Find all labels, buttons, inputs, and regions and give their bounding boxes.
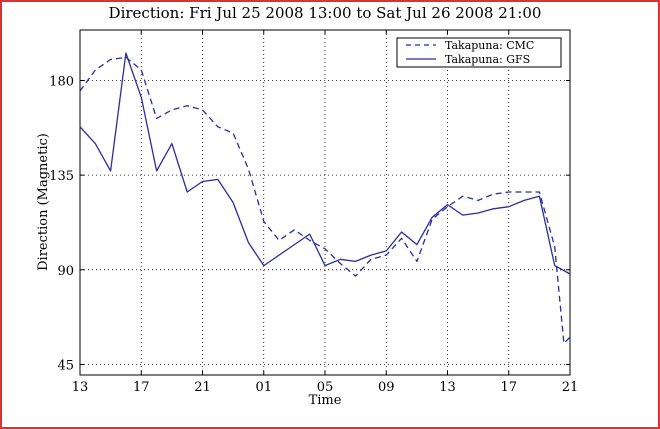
x-tick-label: 17 [133, 380, 150, 395]
y-tick-label: 90 [57, 264, 74, 279]
x-tick-label: 17 [500, 380, 517, 395]
legend: Takapuna: CMC Takapuna: GFS [396, 37, 562, 68]
legend-label-gfs: Takapuna: GFS [445, 53, 530, 66]
x-tick-label: 09 [378, 380, 395, 395]
y-tick-label: 45 [57, 358, 74, 373]
x-tick-label: 21 [194, 380, 211, 395]
chart-title: Direction: Fri Jul 25 2008 13:00 to Sat … [109, 4, 542, 22]
y-axis-label: Direction (Magnetic) [36, 133, 51, 271]
legend-box [396, 37, 562, 68]
x-axis-label: Time [309, 393, 342, 408]
series-lines [79, 52, 571, 345]
series-line-gfs [79, 52, 571, 275]
series-line-cmc [79, 56, 571, 345]
x-tick-label: 13 [72, 380, 89, 395]
x-tick-label: 21 [562, 380, 579, 395]
x-tick-label: 13 [439, 380, 456, 395]
grid [79, 30, 571, 375]
legend-label-cmc: Takapuna: CMC [445, 39, 534, 52]
axis-ticks: 13 17 21 01 05 09 13 17 21 45 90 135 180 [49, 30, 578, 395]
x-tick-label: 01 [255, 380, 272, 395]
y-tick-label: 135 [49, 169, 74, 184]
x-tick-label: 05 [317, 380, 334, 395]
y-tick-label: 180 [49, 74, 74, 89]
